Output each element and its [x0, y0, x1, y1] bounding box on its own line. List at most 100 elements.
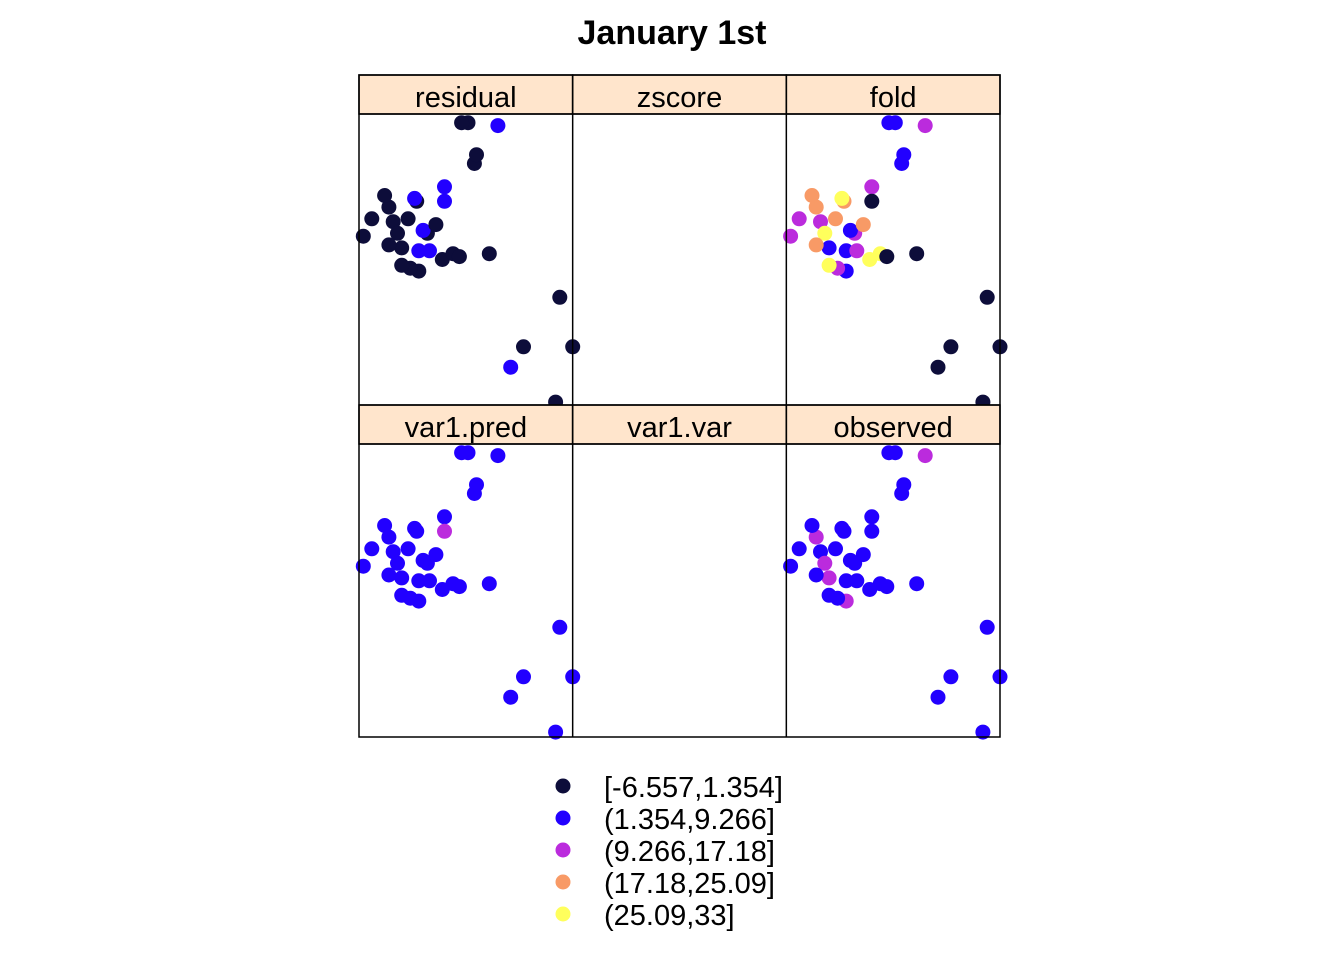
data-point [428, 217, 444, 233]
legend-item: (1.354,9.266] [555, 804, 775, 836]
data-point [804, 518, 820, 533]
data-point [390, 555, 405, 571]
panel-residual: residual [355, 74, 581, 410]
frame-border [358, 74, 1001, 738]
data-point [400, 211, 416, 227]
data-point [979, 289, 995, 305]
data-point [422, 243, 437, 259]
data-point [849, 573, 865, 589]
data-point [552, 289, 568, 305]
data-point [842, 222, 858, 238]
data-point [821, 257, 837, 273]
legend-item: (9.266,17.18] [555, 836, 775, 868]
data-point [454, 445, 470, 461]
data-point [385, 544, 401, 560]
data-point [813, 214, 828, 230]
strip-var1-var [571, 404, 788, 445]
panel-zscore: zscore [571, 74, 788, 115]
legend-swatch [555, 906, 571, 922]
data-point [979, 619, 995, 635]
data-point [451, 249, 467, 265]
data-point [821, 587, 837, 603]
data-point [394, 240, 410, 256]
data-point [355, 228, 371, 244]
data-point [415, 552, 431, 568]
data-point [381, 199, 397, 215]
data-point [364, 541, 380, 557]
panel-fold: fold [783, 74, 1008, 410]
legend-item: (17.18,25.09] [555, 868, 775, 900]
data-point [394, 257, 410, 273]
data-point [834, 520, 850, 536]
data-point [390, 225, 405, 241]
data-point [355, 558, 371, 574]
data-point [381, 567, 397, 583]
data-point [481, 576, 497, 592]
data-point [930, 359, 946, 375]
data-point [407, 190, 423, 206]
strip-label: var1.var [627, 412, 732, 444]
data-point [381, 237, 397, 253]
data-point [917, 448, 933, 464]
data-point [849, 243, 865, 259]
data-point [838, 243, 854, 259]
data-point [437, 179, 452, 195]
strip-label: observed [834, 412, 953, 444]
data-point [838, 573, 854, 589]
data-point [808, 529, 824, 545]
data-point [813, 544, 828, 560]
data-point [364, 211, 380, 227]
data-point [407, 520, 423, 536]
strip-residual [358, 74, 574, 115]
chart-title: January 1st [578, 14, 767, 52]
data-point [943, 669, 959, 685]
data-point [817, 225, 833, 241]
data-point [783, 558, 799, 574]
panel-frame [358, 74, 1001, 738]
data-point [400, 541, 416, 557]
data-point [817, 555, 833, 571]
data-point [943, 339, 959, 355]
data-point [821, 240, 837, 256]
data-point [377, 188, 393, 203]
panel-var1-var: var1.var [571, 404, 788, 445]
data-point [377, 518, 393, 533]
panel-var1-pred: var1.pred [355, 404, 581, 740]
data-point [469, 477, 484, 493]
data-point [516, 339, 531, 355]
data-point [881, 445, 897, 461]
data-point [821, 570, 837, 586]
data-point [411, 243, 427, 259]
data-point [385, 214, 401, 230]
data-point [422, 573, 437, 589]
data-point [855, 217, 871, 233]
legend: [-6.557,1.354](1.354,9.266](9.266,17.18]… [555, 772, 783, 932]
strip-label: fold [870, 82, 917, 114]
data-point [415, 222, 431, 238]
legend-label: [-6.557,1.354] [604, 772, 783, 804]
legend-item: [-6.557,1.354] [555, 772, 783, 804]
legend-label: (17.18,25.09] [604, 868, 775, 900]
data-point [834, 190, 850, 206]
data-point [791, 211, 807, 227]
data-point [917, 118, 933, 134]
data-point [975, 724, 991, 740]
data-point [428, 547, 444, 563]
data-point [411, 573, 427, 589]
data-point [808, 237, 824, 253]
data-point [804, 188, 820, 203]
legend-swatch [555, 874, 571, 890]
data-point [381, 529, 397, 545]
data-point [469, 147, 484, 163]
data-point [394, 587, 410, 603]
data-point [437, 509, 452, 525]
data-point [864, 523, 880, 539]
data-point [552, 619, 568, 635]
data-point [930, 689, 946, 705]
data-point [855, 547, 871, 563]
data-point [864, 509, 880, 525]
strip-label: residual [415, 82, 517, 114]
strip-label: zscore [637, 82, 722, 114]
data-point [909, 576, 925, 592]
